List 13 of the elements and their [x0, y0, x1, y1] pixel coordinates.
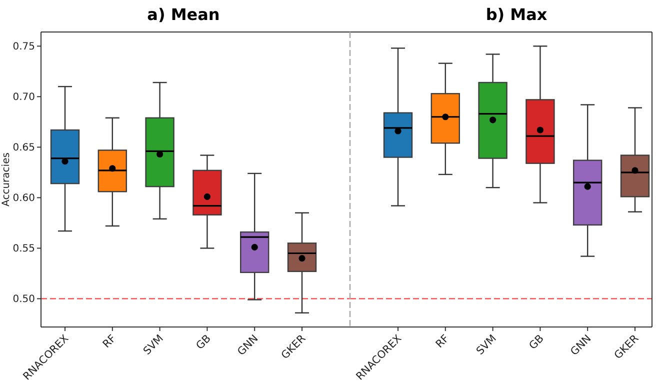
y-tick-label: 0.60 [12, 193, 35, 204]
y-tick-label: 0.70 [12, 92, 35, 104]
y-tick-label: 0.75 [12, 42, 35, 53]
chart-title: b) Max [486, 5, 548, 24]
y-axis-title: Accuracies [1, 152, 12, 206]
y-tick-label: 0.50 [12, 294, 35, 306]
y-tick-label: 0.65 [12, 142, 35, 154]
chart-title: a) Mean [147, 5, 220, 24]
x-tick-label: GB [194, 332, 214, 352]
x-tick-label: RF [434, 332, 452, 351]
x-tick-label: GB [526, 332, 546, 352]
x-tick-label: RF [100, 332, 119, 351]
y-tick-label: 0.55 [12, 244, 35, 255]
